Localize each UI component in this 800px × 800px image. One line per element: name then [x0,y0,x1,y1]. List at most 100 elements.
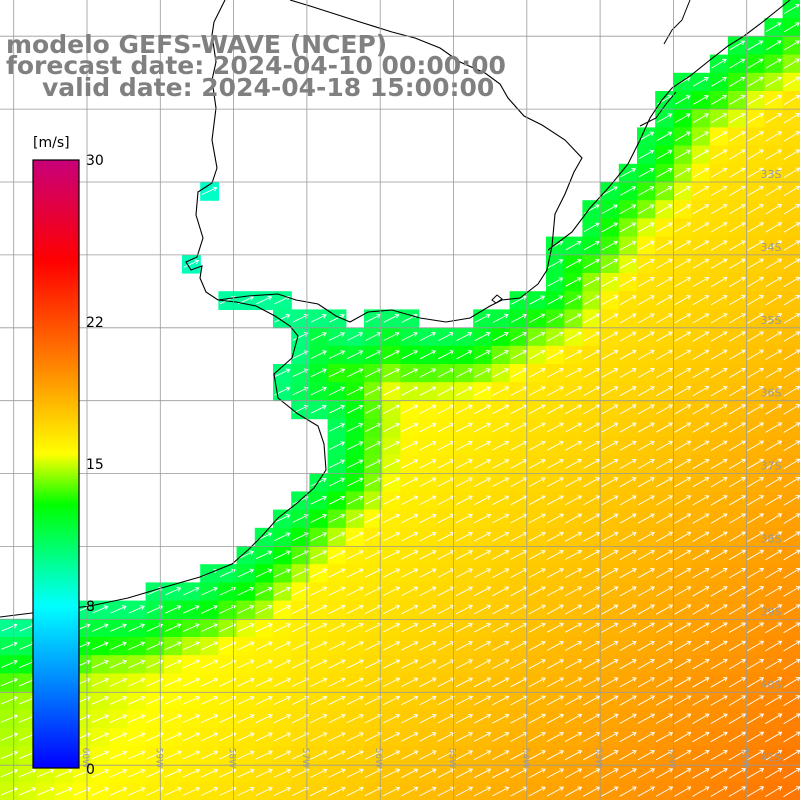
wind-arrow [474,404,492,415]
wind-arrow [619,222,637,233]
wind-arrow [692,604,710,615]
wind-arrow [419,350,437,360]
wind-arrow [274,568,291,578]
wind-arrow [310,386,327,396]
wind-arrow [729,149,746,160]
wind-arrow [492,368,510,378]
wind-arrow [637,386,655,397]
wind-arrow [92,605,109,614]
wind-arrow [711,58,727,69]
wind-arrow [91,750,110,760]
wind-arrow [529,313,546,323]
wind-arrow [473,513,492,524]
wind-speed-cell [782,782,800,800]
wind-arrow [401,368,419,378]
wind-arrow [274,550,291,560]
wind-arrow [419,732,437,742]
wind-arrow [583,368,601,378]
wind-arrow [710,367,728,379]
wind-arrow [655,604,674,615]
wind-arrow [710,313,728,324]
wind-arrow [219,659,237,669]
wind-arrow [747,276,764,288]
wind-arrow [692,258,710,269]
wind-arrow [273,695,292,706]
wind-arrow [346,786,364,797]
wind-arrow [583,640,601,651]
wind-arrow [601,404,619,415]
wind-arrow [710,185,728,196]
wind-arrow [328,459,346,469]
wind-arrow [619,513,637,524]
wind-arrow [710,149,728,160]
wind-arrow [1,659,18,669]
wind-arrow [546,349,564,360]
wind-arrow [273,677,292,687]
wind-arrow [747,167,764,178]
wind-arrow [364,568,382,578]
wind-arrow [437,550,455,560]
wind-arrow [765,149,783,160]
wind-arrow [364,532,382,542]
wind-arrow [401,659,419,669]
wind-arrow [456,350,473,360]
wind-arrow [765,222,783,233]
wind-arrow [674,640,692,652]
wind-arrow [401,531,419,542]
wind-arrow [492,568,510,578]
small-island [491,294,503,304]
wind-arrow [637,531,655,542]
wind-arrow [528,622,546,633]
wind-arrow [419,531,437,542]
wind-arrow [328,350,346,360]
wind-arrow [292,350,309,359]
wind-arrow [746,658,765,670]
wind-arrow [383,332,400,341]
latitude-labels: 33S 34S 35S 36S 37S 38S 39S 40S 41S [761,168,782,764]
wind-arrow [273,586,291,596]
wind-arrow [656,149,673,160]
wind-arrow [619,677,637,688]
wind-arrow [602,186,618,196]
wind-arrow [692,276,710,287]
wind-arrow [528,349,546,360]
wind-arrow [747,76,764,87]
wind-arrow [674,95,691,105]
latitude-label: 36S [761,387,782,400]
wind-arrow [510,313,528,323]
wind-arrow [383,513,401,524]
wind-arrow [347,423,364,432]
wind-arrow [619,531,637,542]
wind-arrow [256,550,273,560]
wind-arrow [546,586,564,597]
wind-arrow [656,240,673,251]
wind-arrow [710,677,728,688]
wind-arrow [583,404,601,415]
wind-arrow [546,495,564,506]
wind-arrow [637,313,655,324]
wind-arrow [546,386,564,396]
wind-arrow [747,349,764,360]
wind-arrow [583,458,601,469]
wind-arrow [692,386,710,397]
wind-arrow [601,422,619,433]
wind-arrow [710,749,728,761]
wind-arrow [637,477,655,488]
wind-arrow [346,732,364,742]
wind-arrow [128,605,145,614]
wind-arrow [601,586,619,597]
wind-arrow [728,477,746,488]
wind-arrow [55,787,73,796]
wind-arrow [565,459,583,469]
wind-arrow [347,404,364,414]
wind-arrow [547,277,564,287]
wind-arrow [473,622,492,633]
wind-arrow [382,786,401,797]
longitude-label: 57W [300,748,310,768]
wind-arrow [765,113,783,124]
wind-arrow [237,586,255,596]
wind-arrow [401,622,419,633]
wind-arrow [274,314,291,323]
wind-arrow [674,404,692,415]
